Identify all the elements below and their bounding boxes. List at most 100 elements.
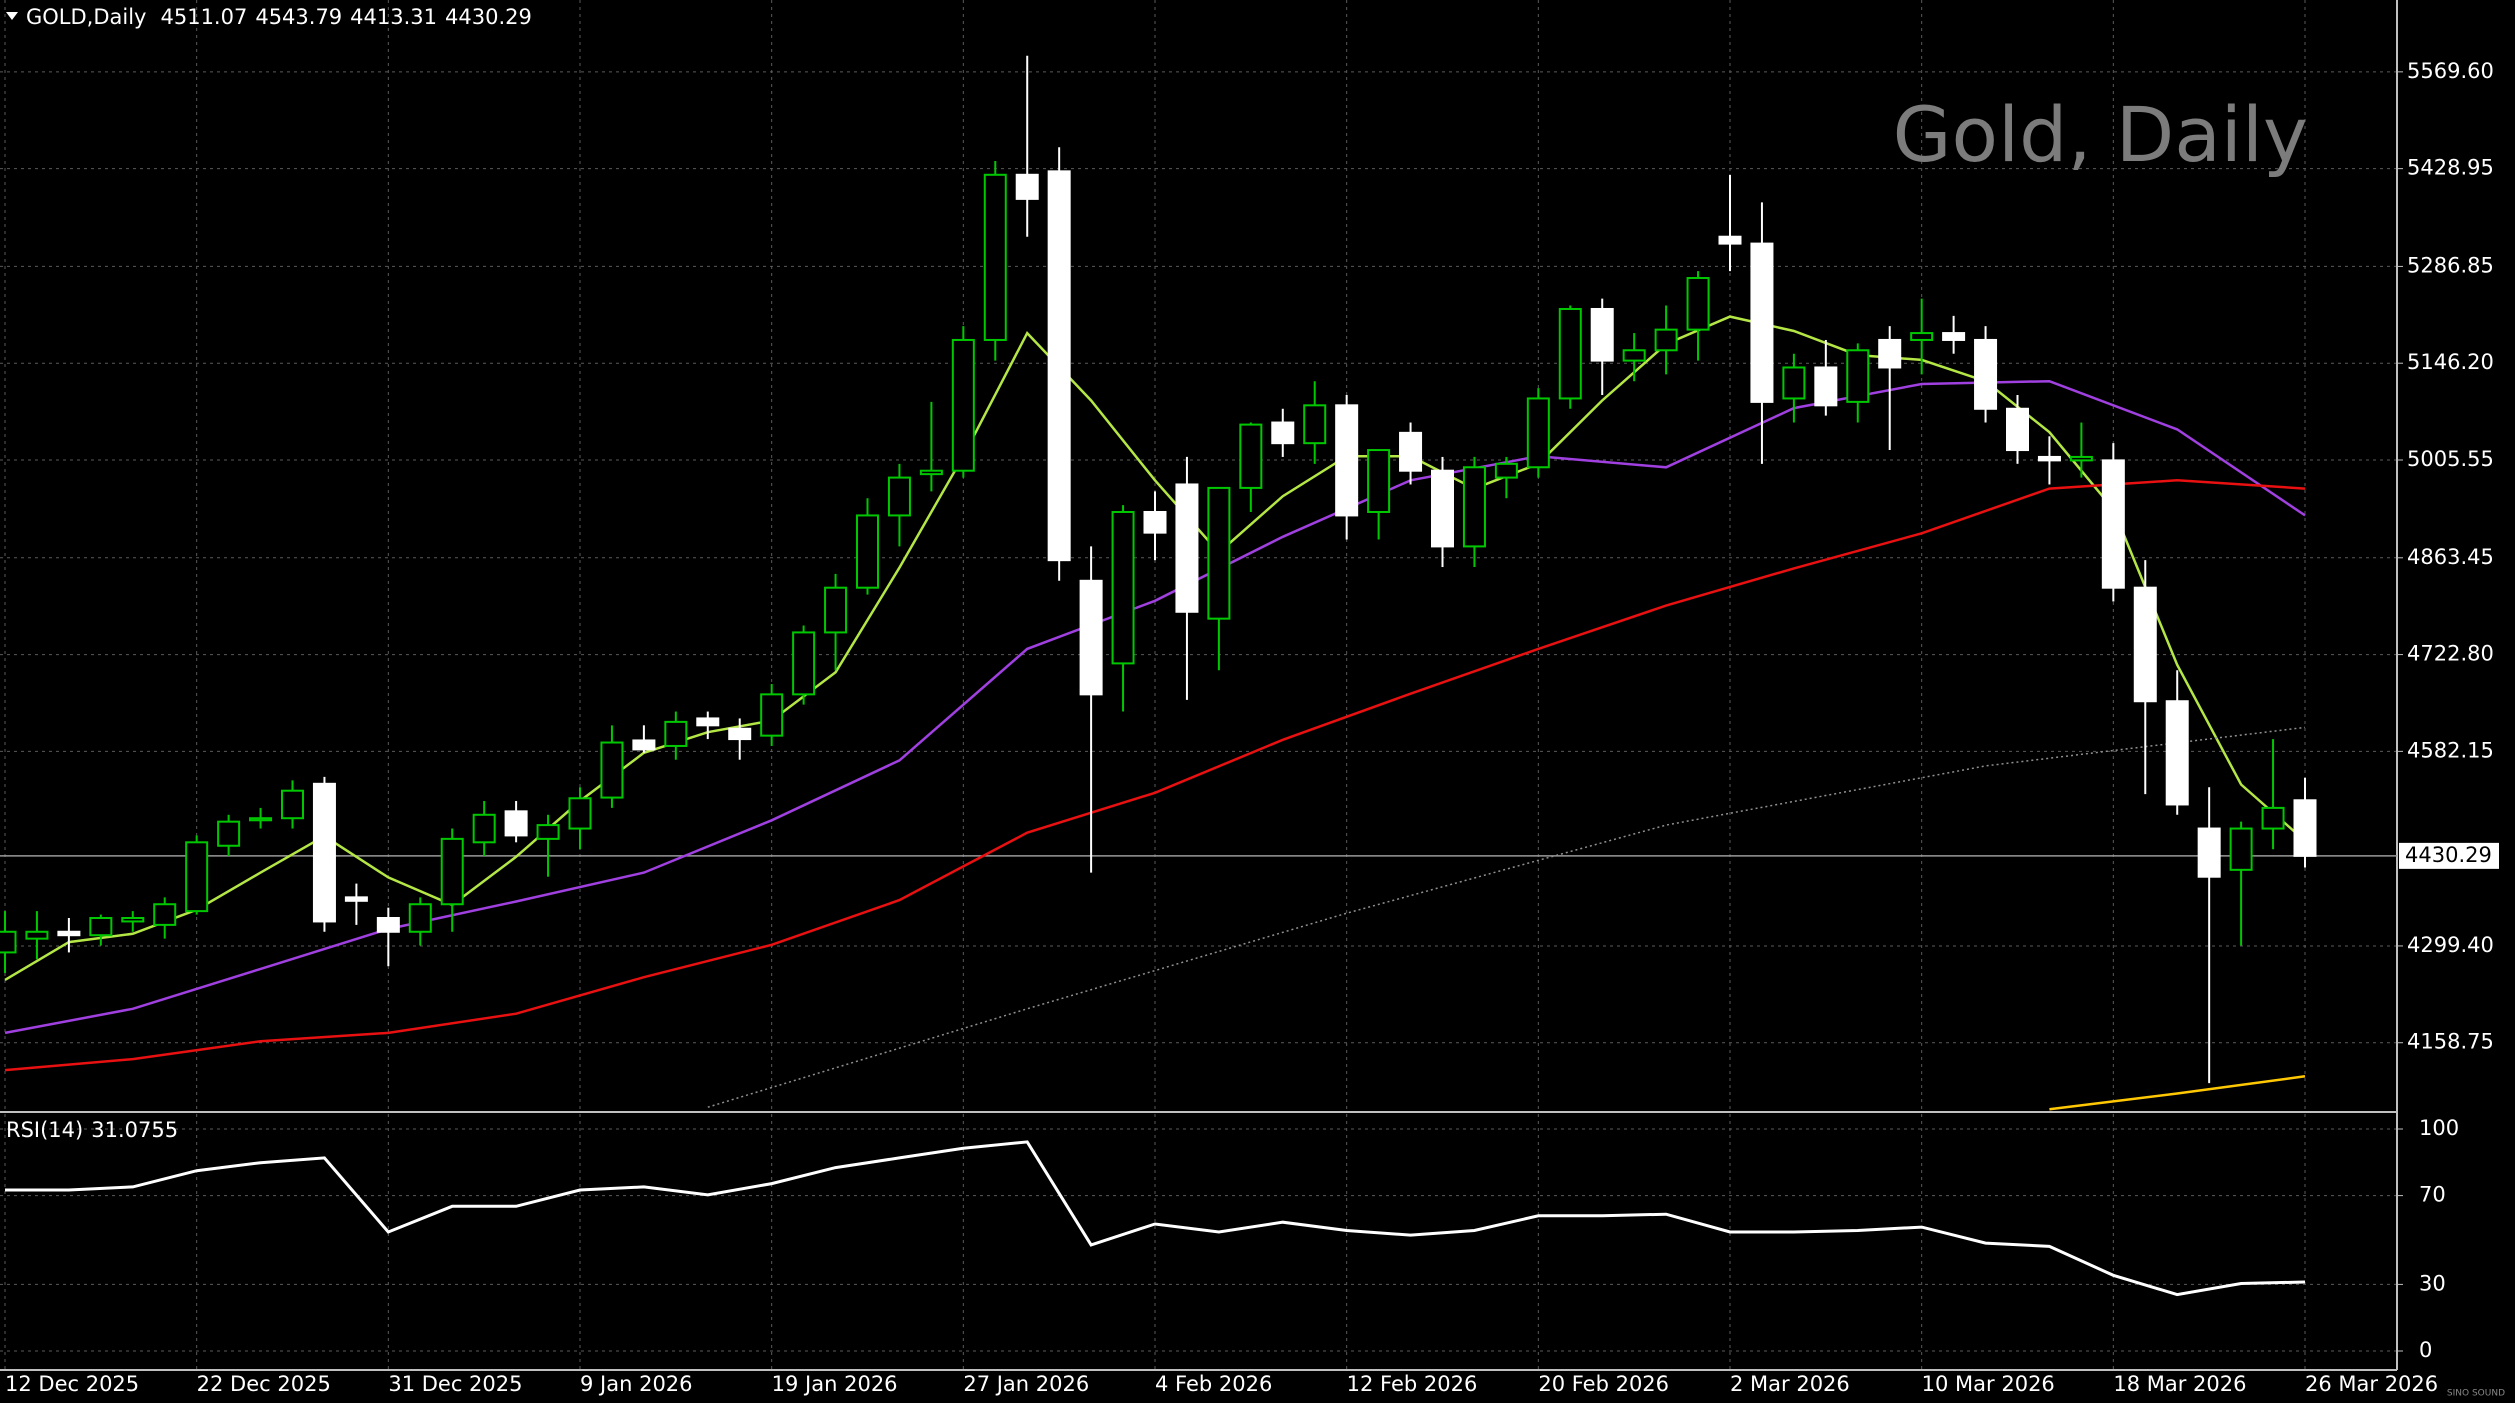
candle-body — [344, 896, 368, 902]
candle-body — [919, 469, 943, 476]
candle-body — [2229, 827, 2253, 871]
candle-body — [1558, 307, 1582, 400]
candle-body — [1910, 332, 1934, 341]
candle-body — [2133, 586, 2157, 703]
candle-body — [217, 820, 241, 847]
candle-body — [25, 930, 49, 940]
candle-body — [121, 917, 145, 923]
candle-body — [1846, 349, 1870, 403]
candle-body — [312, 782, 336, 923]
y-tick-label: 5428.95 — [2407, 156, 2494, 180]
candle-body — [89, 917, 113, 937]
candle-body — [1462, 466, 1486, 548]
candle-body — [1207, 486, 1231, 620]
x-tick-label: 19 Jan 2026 — [772, 1372, 898, 1396]
x-tick-label: 2 Mar 2026 — [1730, 1372, 1850, 1396]
candle-body — [664, 720, 688, 747]
candle-body — [632, 739, 656, 751]
candle-body — [887, 476, 911, 517]
y-tick-label: 5569.60 — [2407, 59, 2494, 83]
candle-body — [0, 930, 17, 954]
candle-body — [1814, 366, 1838, 407]
y-tick-label: 5146.20 — [2407, 350, 2494, 374]
candle-body — [983, 173, 1007, 341]
rsi-last: 31.0755 — [91, 1118, 178, 1142]
x-tick-label: 4 Feb 2026 — [1155, 1372, 1272, 1396]
candle-body — [408, 903, 432, 933]
candle-body — [2293, 799, 2317, 857]
rsi-tick-label: 100 — [2419, 1116, 2459, 1140]
candle-body — [1974, 338, 1998, 410]
candle-body — [1942, 332, 1966, 341]
symbol: GOLD,Daily — [26, 5, 146, 29]
candle-body — [536, 824, 560, 840]
y-tick-label: 4299.40 — [2407, 933, 2494, 957]
candle-body — [440, 837, 464, 906]
menu-triangle[interactable] — [6, 12, 18, 20]
rsi-header: RSI(14) 31.0755 — [6, 1118, 178, 1142]
candle-body — [1335, 404, 1359, 517]
candle-body — [472, 813, 496, 844]
candle-body — [792, 631, 816, 696]
candle-body — [376, 917, 400, 933]
y-tick-label: 4722.80 — [2407, 642, 2494, 666]
candle-body — [185, 841, 209, 913]
candle-body — [824, 586, 848, 634]
candle-body — [1367, 449, 1391, 513]
candle-body — [1526, 397, 1550, 469]
candle-body — [728, 727, 752, 741]
candle-body — [1015, 173, 1039, 200]
rsi-tick-label: 0 — [2419, 1338, 2432, 1362]
y-tick-label: 4582.15 — [2407, 738, 2494, 762]
candle-body — [153, 903, 177, 926]
candle-body — [2165, 700, 2189, 806]
x-tick-label: 20 Feb 2026 — [1538, 1372, 1669, 1396]
candle-body — [600, 741, 624, 799]
header-open: 4511.07 — [160, 5, 247, 29]
y-tick-label: 4158.75 — [2407, 1030, 2494, 1054]
candle-body — [2037, 455, 2061, 462]
candle-body — [504, 810, 528, 837]
x-tick-label: 9 Jan 2026 — [580, 1372, 693, 1396]
y-tick-label: 5005.55 — [2407, 447, 2494, 471]
x-tick-label: 22 Dec 2025 — [197, 1372, 331, 1396]
x-tick-label: 31 Dec 2025 — [388, 1372, 522, 1396]
x-tick-label: 27 Jan 2026 — [963, 1372, 1089, 1396]
x-tick-label: 18 Mar 2026 — [2113, 1372, 2246, 1396]
current-price-box — [2399, 842, 2499, 869]
candle-body — [2069, 455, 2093, 462]
candle-body — [1271, 421, 1295, 445]
candle-body — [57, 930, 81, 937]
candle-body — [2006, 407, 2029, 452]
candle-body — [1686, 277, 1710, 331]
rsi-tick-label: 30 — [2419, 1271, 2446, 1295]
candle-body — [1239, 423, 1263, 489]
moving-average-line — [4, 479, 2306, 1072]
candle-body — [2101, 459, 2125, 589]
candle-body — [1079, 579, 1103, 696]
candle-body — [249, 817, 273, 822]
header-low: 4413.31 — [350, 5, 437, 29]
candle-body — [1494, 462, 1518, 479]
candle-body — [951, 338, 975, 472]
moving-average-line — [2049, 1075, 2306, 1111]
header-close: 4430.29 — [445, 5, 532, 29]
x-tick-label: 12 Feb 2026 — [1347, 1372, 1478, 1396]
candle-body — [281, 789, 304, 820]
x-tick-label: 10 Mar 2026 — [1922, 1372, 2055, 1396]
header-high: 4543.79 — [255, 5, 342, 29]
candle-body — [1047, 170, 1071, 562]
rsi-line — [5, 1140, 2306, 1297]
x-tick-label: 12 Dec 2025 — [5, 1372, 139, 1396]
rsi-tick-label: 70 — [2419, 1183, 2446, 1207]
candle-body — [696, 717, 720, 727]
candle-body — [1654, 328, 1678, 352]
chart-header: GOLD,Daily 4511.07 4543.79 4413.31 4430.29 — [26, 5, 532, 29]
candle-body — [1143, 510, 1167, 534]
watermark: Gold, Daily — [1893, 90, 2308, 179]
candle-body — [1431, 469, 1454, 548]
